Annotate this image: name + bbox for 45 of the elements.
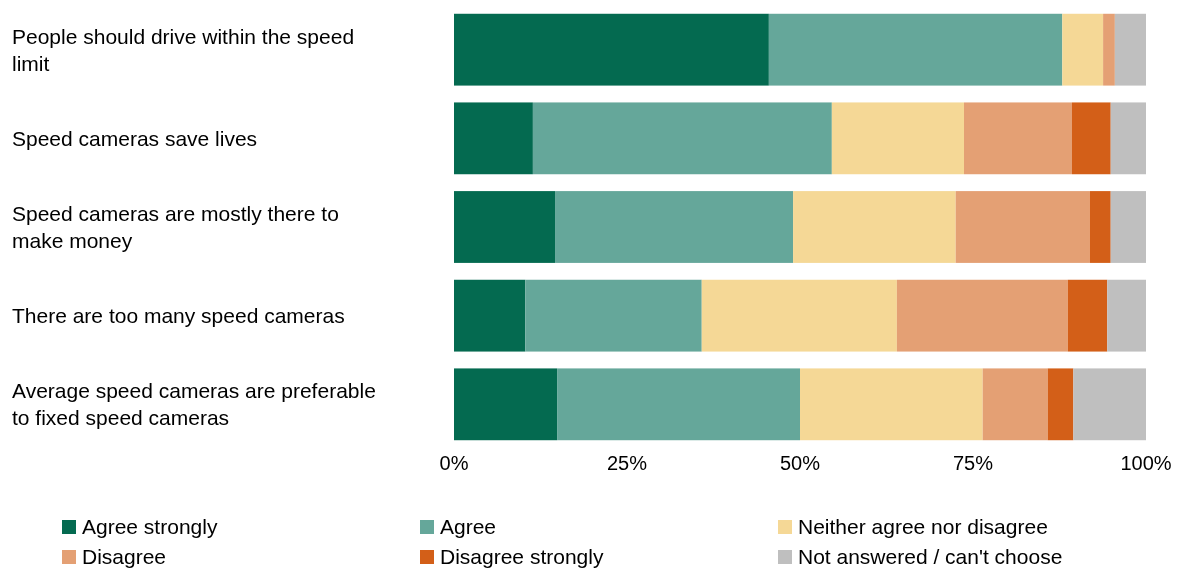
y-tick-label: Speed cameras save lives [12,126,258,150]
bar [1071,102,1111,175]
bar [1062,13,1104,86]
bar [557,368,800,441]
bar [1110,191,1146,263]
bar [793,191,956,263]
x-tick-label: 75% [952,452,994,474]
y-tick-label: There are too many speed cameras [12,304,345,328]
bar [1114,13,1146,86]
bar [454,102,533,175]
bar [1110,102,1146,175]
bar [1067,279,1108,352]
legend-label: Disagree [82,545,167,569]
bar [532,102,832,175]
bar [831,102,964,175]
x-tick-label: 100% [1120,452,1172,474]
bar [964,102,1072,175]
x-tick-label: 25% [606,452,648,474]
bar [768,13,1063,86]
bar [1107,279,1146,352]
y-tick-label: Speed cameras are mostly there to make money [12,201,339,252]
legend-label: Disagree strongly [440,545,604,569]
bar [800,368,983,441]
legend-label: Agree [440,515,497,539]
bar [1089,191,1111,263]
bar [454,13,769,86]
legend-label: Not answered / can't choose [798,545,1063,569]
bar [555,191,794,263]
bar [1047,368,1074,441]
bar [896,279,1068,352]
bar [525,279,702,352]
bar [701,279,897,352]
bar [454,191,556,263]
x-tick-label: 0% [439,452,469,474]
y-tick-label: People should drive within the speed limit [12,24,355,75]
y-tick-label: Average speed cameras are preferable to fixed speed cameras [12,379,376,430]
bar [1103,13,1115,86]
bar [454,279,526,352]
x-tick-label: 50% [779,452,821,474]
bar [1073,368,1146,441]
bar [955,191,1090,263]
bar [454,368,558,441]
bar [982,368,1048,441]
legend-label: Agree strongly [82,515,218,539]
legend-label: Neither agree nor disagree [798,515,1048,539]
